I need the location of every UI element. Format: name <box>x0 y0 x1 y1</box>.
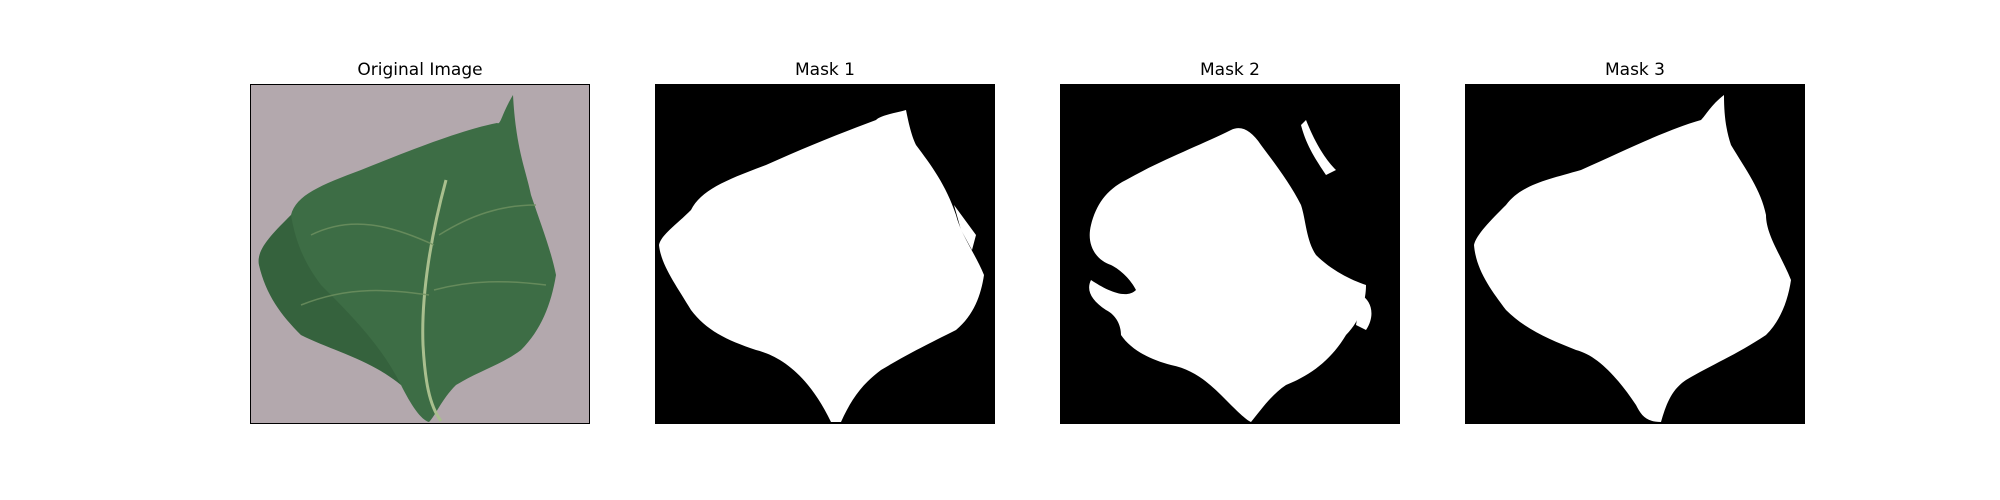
panel-title: Mask 1 <box>794 60 855 80</box>
mask-3-panel: Mask 3 <box>1465 58 1805 424</box>
mask-2-image <box>1061 85 1399 423</box>
mask-3-frame <box>1465 84 1805 424</box>
mask-foreground <box>659 110 984 422</box>
mask-foreground <box>1474 95 1791 422</box>
mask-2-frame <box>1060 84 1400 424</box>
mask-artifact <box>1301 120 1372 330</box>
leaf-midrib <box>421 179 448 422</box>
panel-title: Mask 2 <box>1199 60 1260 80</box>
mask-2-panel: Mask 2 <box>1060 58 1400 424</box>
mask-foreground <box>1089 128 1366 422</box>
leaf-vein <box>300 204 547 306</box>
original-image-frame <box>250 84 590 424</box>
original-leaf-image <box>251 85 589 423</box>
panel-title: Original Image <box>357 60 483 80</box>
leaf-shadow <box>258 215 401 385</box>
mask-1-image <box>656 85 994 423</box>
mask-1-frame <box>655 84 995 424</box>
original-image-panel: Original Image <box>250 58 590 424</box>
mask-speck <box>946 205 976 275</box>
panel-title: Mask 3 <box>1604 60 1665 80</box>
mask-1-panel: Mask 1 <box>655 58 995 424</box>
mask-3-image <box>1466 85 1804 423</box>
